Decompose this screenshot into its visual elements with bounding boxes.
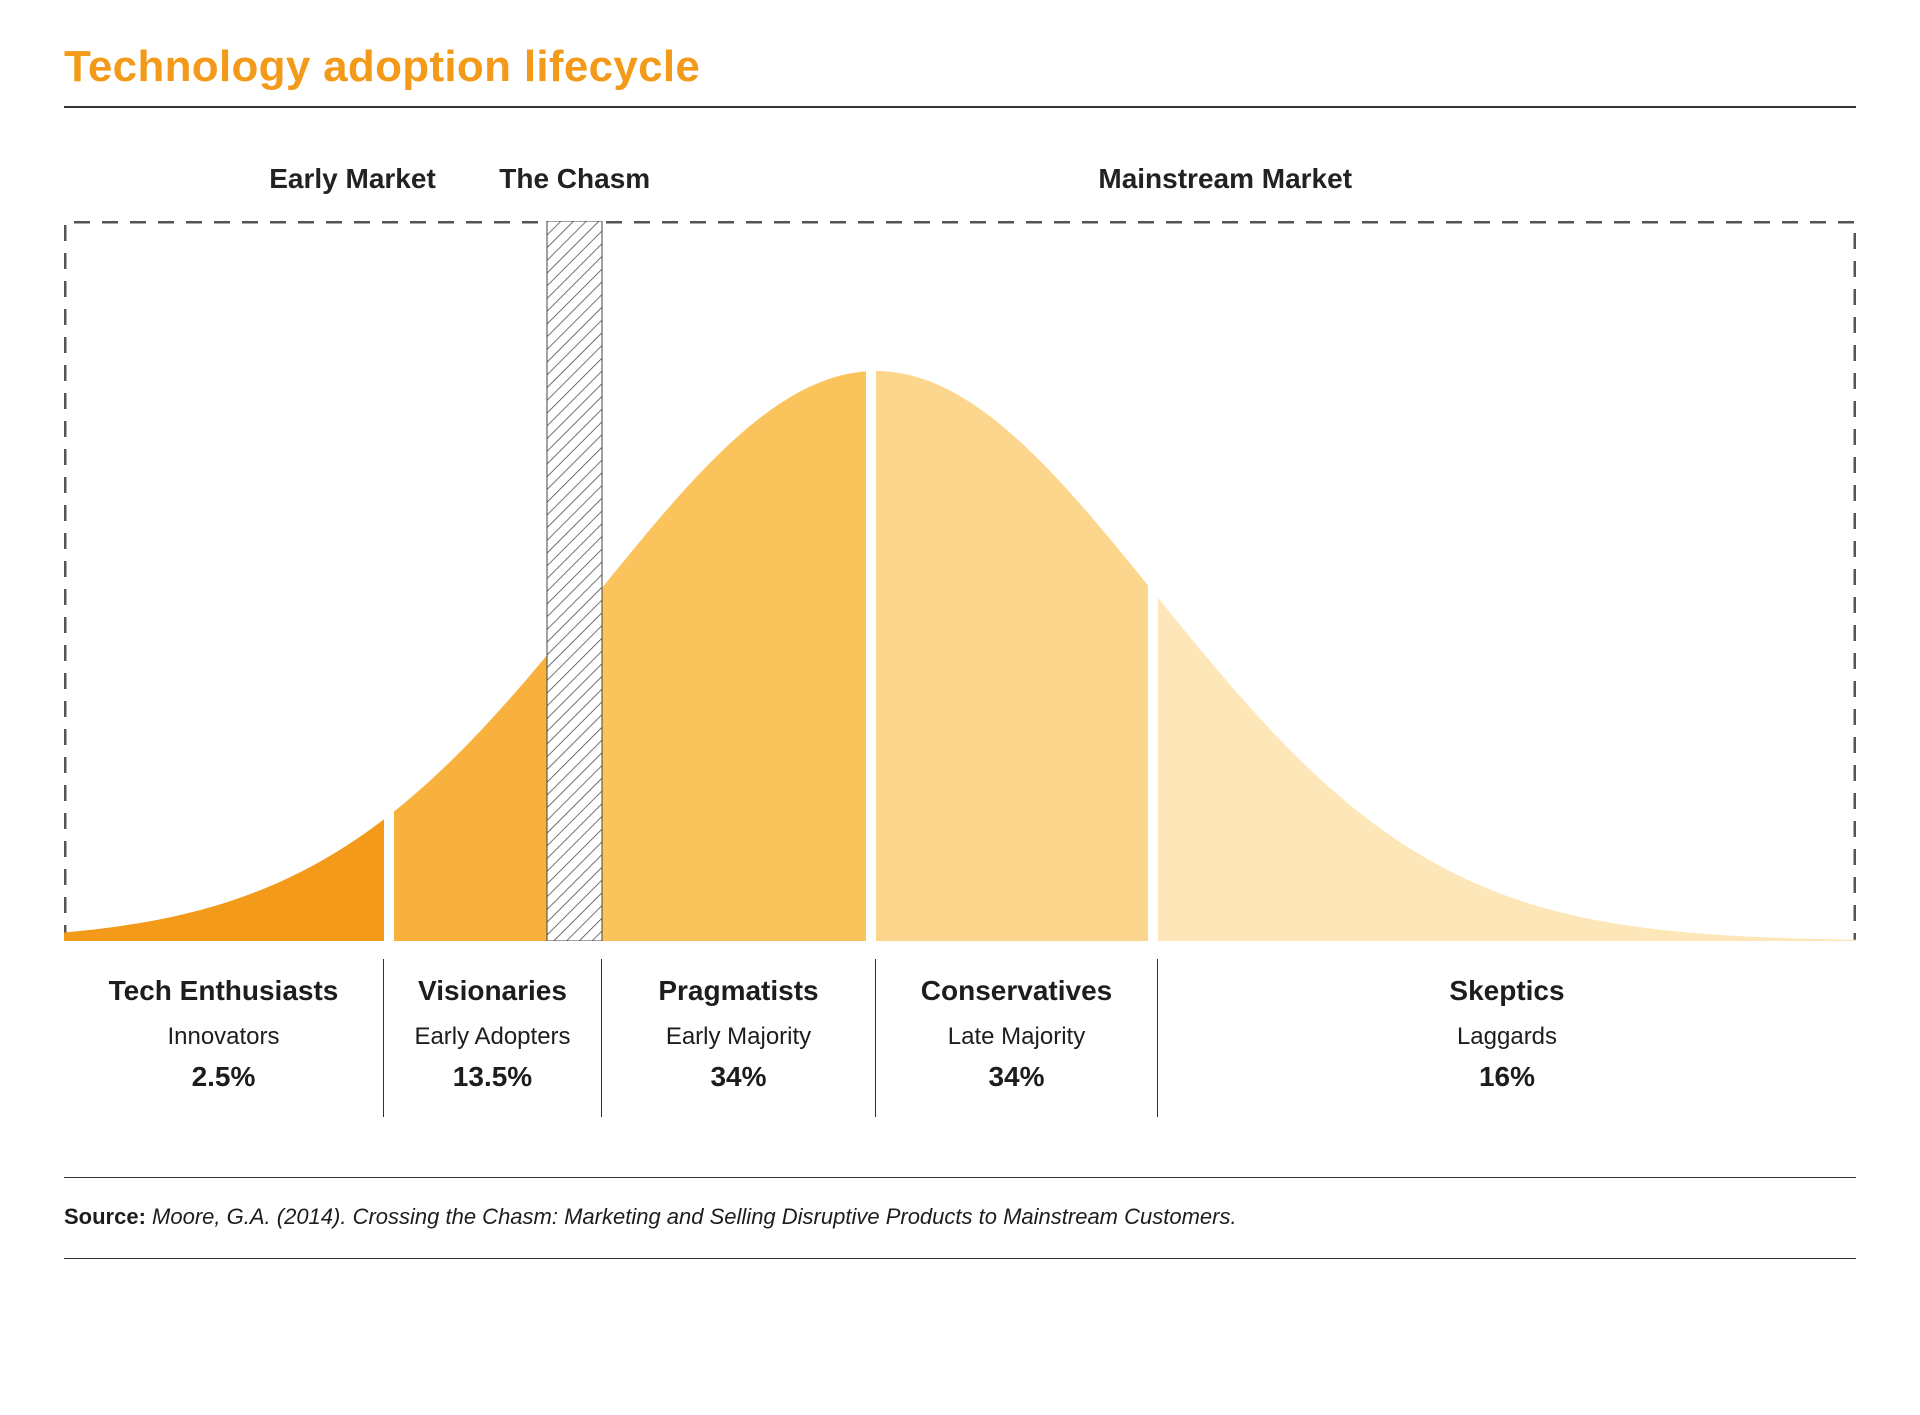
title-rule — [64, 106, 1856, 108]
segment-percent: 2.5% — [70, 1061, 377, 1093]
segment-laggards: Skeptics Laggards 16% — [1158, 959, 1856, 1117]
footer-rule-bottom — [64, 1258, 1856, 1259]
segment-percent: 16% — [1164, 1061, 1850, 1093]
market-label-2: Mainstream Market — [1098, 163, 1352, 195]
market-label-0: Early Market — [269, 163, 436, 195]
bell-curve-svg — [64, 221, 1856, 941]
segment-percent: 34% — [882, 1061, 1151, 1093]
segment-percent: 13.5% — [390, 1061, 595, 1093]
market-label-1: The Chasm — [499, 163, 650, 195]
segment-subtitle: Early Majority — [608, 1023, 869, 1051]
source-label: Source: — [64, 1204, 146, 1229]
source-line: Source: Moore, G.A. (2014). Crossing the… — [64, 1178, 1856, 1258]
segment-title: Visionaries — [390, 975, 595, 1007]
segment-late_majority: Conservatives Late Majority 34% — [876, 959, 1158, 1117]
segment-title: Tech Enthusiasts — [70, 975, 377, 1007]
segment-title: Conservatives — [882, 975, 1151, 1007]
market-labels-row: Early Market The Chasm Mainstream Market — [64, 163, 1856, 203]
chart-container: Early Market The Chasm Mainstream Market T… — [64, 163, 1856, 1117]
segment-subtitle: Late Majority — [882, 1023, 1151, 1051]
segment-early_adopters: Visionaries Early Adopters 13.5% — [384, 959, 602, 1117]
segments-row: Tech EnthusiastsInnovators2.5%Visionarie… — [64, 959, 1856, 1117]
segment-subtitle: Innovators — [70, 1023, 377, 1051]
segment-title: Skeptics — [1164, 975, 1850, 1007]
segment-subtitle: Early Adopters — [390, 1023, 595, 1051]
segment-subtitle: Laggards — [1164, 1023, 1850, 1051]
segment-early_majority: Pragmatists Early Majority 34% — [602, 959, 876, 1117]
page-title: Technology adoption lifecycle — [64, 42, 1856, 92]
source-citation: Moore, G.A. (2014). Crossing the Chasm: … — [152, 1204, 1237, 1229]
segment-innovators: Tech Enthusiasts Innovators 2.5% — [64, 959, 384, 1117]
segment-title: Pragmatists — [608, 975, 869, 1007]
segment-percent: 34% — [608, 1061, 869, 1093]
